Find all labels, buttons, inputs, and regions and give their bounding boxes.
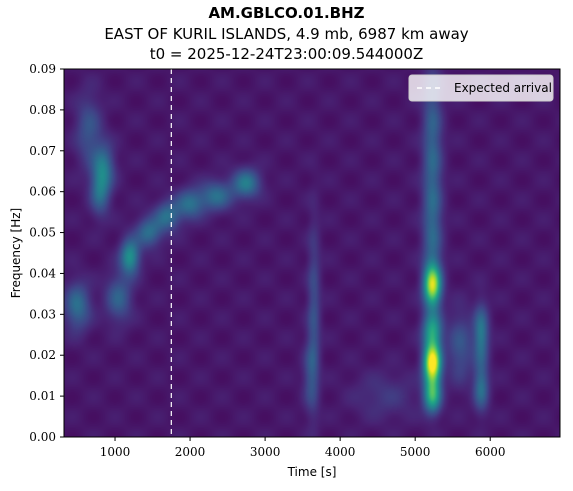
spectrogram-heatmap [64,69,560,437]
y-tick-label: 0.00 [29,430,56,444]
y-axis-ticks: 0.00 0.01 0.02 0.03 0.04 0.05 0.06 0.07 0.08 0.09 [29,62,64,444]
x-axis-label: Time [s] [287,465,337,479]
heatmap-raster-holder [64,69,560,437]
y-tick-label: 0.08 [29,103,56,117]
station-title: AM.GBLCO.01.BHZ [208,4,365,22]
y-tick-label: 0.05 [29,226,56,240]
y-tick-label: 0.09 [29,62,56,76]
x-axis-ticks: 1000 2000 3000 4000 5000 6000 [100,437,506,459]
y-axis-label: Frequency [Hz] [9,208,23,299]
x-tick-label: 3000 [250,445,281,459]
legend-box [408,74,554,102]
x-tick-label: 6000 [475,445,506,459]
event-subtitle: EAST OF KURIL ISLANDS, 4.9 mb, 6987 km a… [104,25,469,43]
x-tick-label: 1000 [100,445,131,459]
legend: Expected arrival [408,74,554,102]
plot-frame [63,68,561,438]
origin-time-subtitle: t0 = 2025-12-24T23:00:09.544000Z [149,45,424,63]
y-tick-label: 0.03 [29,307,56,321]
y-tick-label: 0.07 [29,144,56,158]
y-tick-label: 0.01 [29,389,56,403]
x-tick-label: 2000 [175,445,206,459]
y-tick-label: 0.04 [29,266,56,280]
y-tick-label: 0.02 [29,348,56,362]
x-tick-label: 5000 [400,445,431,459]
y-tick-label: 0.06 [29,185,56,199]
heatmap-raster [64,69,560,437]
x-tick-label: 4000 [325,445,356,459]
legend-label: Expected arrival [454,81,552,95]
